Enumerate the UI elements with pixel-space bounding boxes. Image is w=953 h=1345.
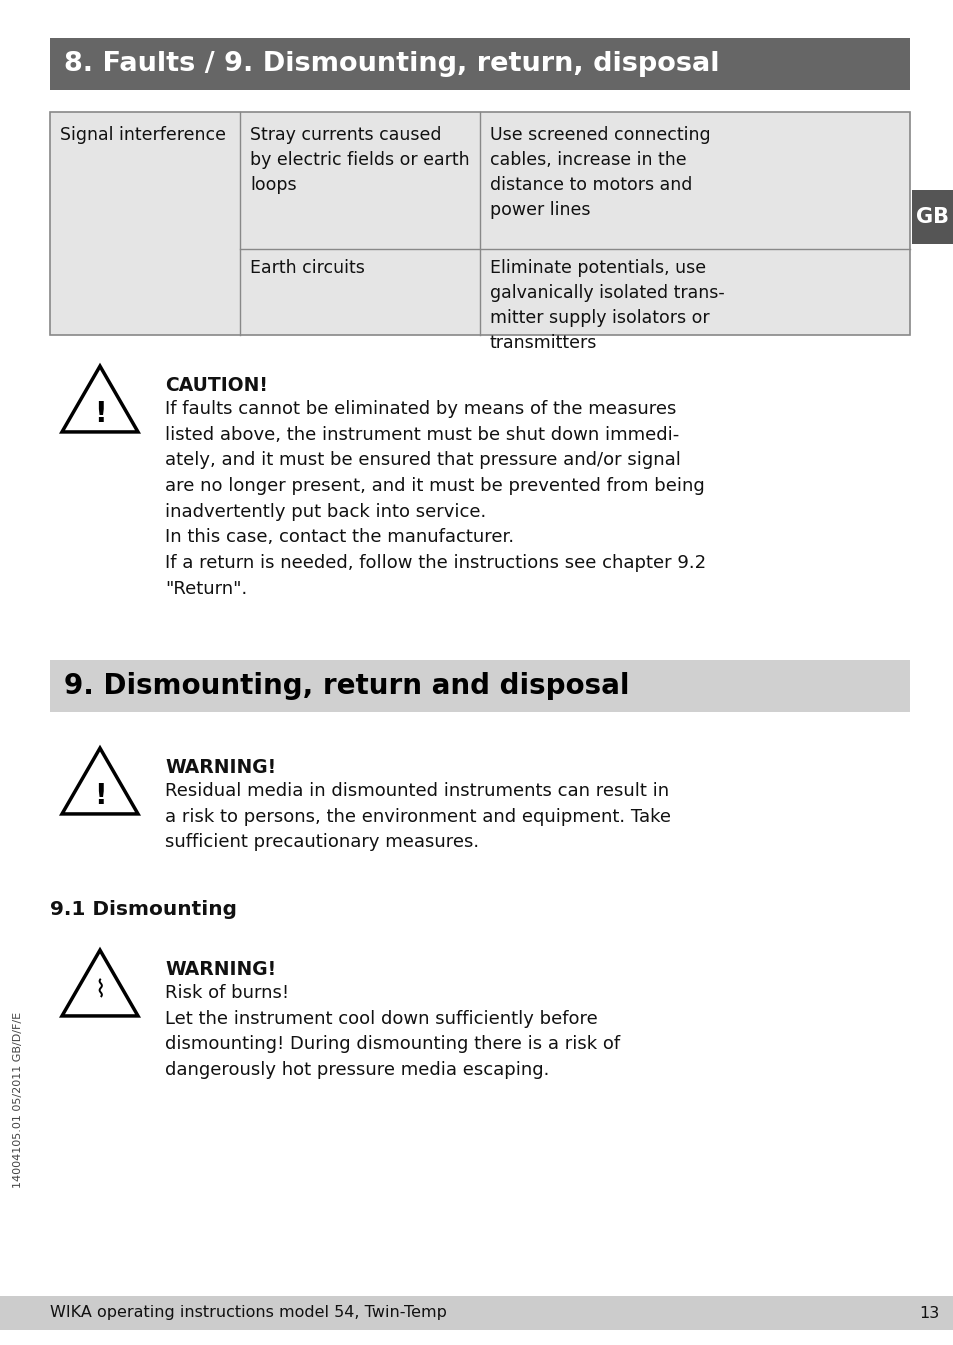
Text: CAUTION!: CAUTION! [165,377,268,395]
Text: Earth circuits: Earth circuits [250,260,364,277]
Text: Eliminate potentials, use
galvanically isolated trans-
mitter supply isolators o: Eliminate potentials, use galvanically i… [490,260,724,352]
Polygon shape [62,748,138,814]
Text: 13: 13 [919,1306,939,1321]
Bar [0,1297,953,1330]
Text: If faults cannot be eliminated by means of the measures
listed above, the instru: If faults cannot be eliminated by means … [165,399,705,599]
Text: WARNING!: WARNING! [165,960,275,979]
Text: WARNING!: WARNING! [165,759,275,777]
Bar [50,112,909,335]
Text: Residual media in dismounted instruments can result in
a risk to persons, the en: Residual media in dismounted instruments… [165,781,670,851]
Text: Use screened connecting
cables, increase in the
distance to motors and
power lin: Use screened connecting cables, increase… [490,126,710,219]
Polygon shape [62,950,138,1015]
Text: WIKA operating instructions model 54, Twin-Temp: WIKA operating instructions model 54, Tw… [50,1306,446,1321]
Text: !: ! [93,399,106,428]
Bar [50,38,909,90]
Text: 9.1 Dismounting: 9.1 Dismounting [50,900,236,919]
Bar [50,660,909,712]
Bar [911,190,953,243]
Text: Risk of burns!
Let the instrument cool down sufficiently before
dismounting! Dur: Risk of burns! Let the instrument cool d… [165,985,619,1079]
Text: 14004105.01 05/2011 GB/D/F/E: 14004105.01 05/2011 GB/D/F/E [13,1011,23,1188]
Text: Stray currents caused
by electric fields or earth
loops: Stray currents caused by electric fields… [250,126,469,194]
Text: ⌇: ⌇ [94,978,106,1002]
Polygon shape [62,366,138,432]
Text: GB: GB [916,207,948,227]
Text: !: ! [93,781,106,810]
Text: 8. Faults / 9. Dismounting, return, disposal: 8. Faults / 9. Dismounting, return, disp… [64,51,719,77]
Text: Signal interference: Signal interference [60,126,226,144]
Text: 9. Dismounting, return and disposal: 9. Dismounting, return and disposal [64,672,629,699]
